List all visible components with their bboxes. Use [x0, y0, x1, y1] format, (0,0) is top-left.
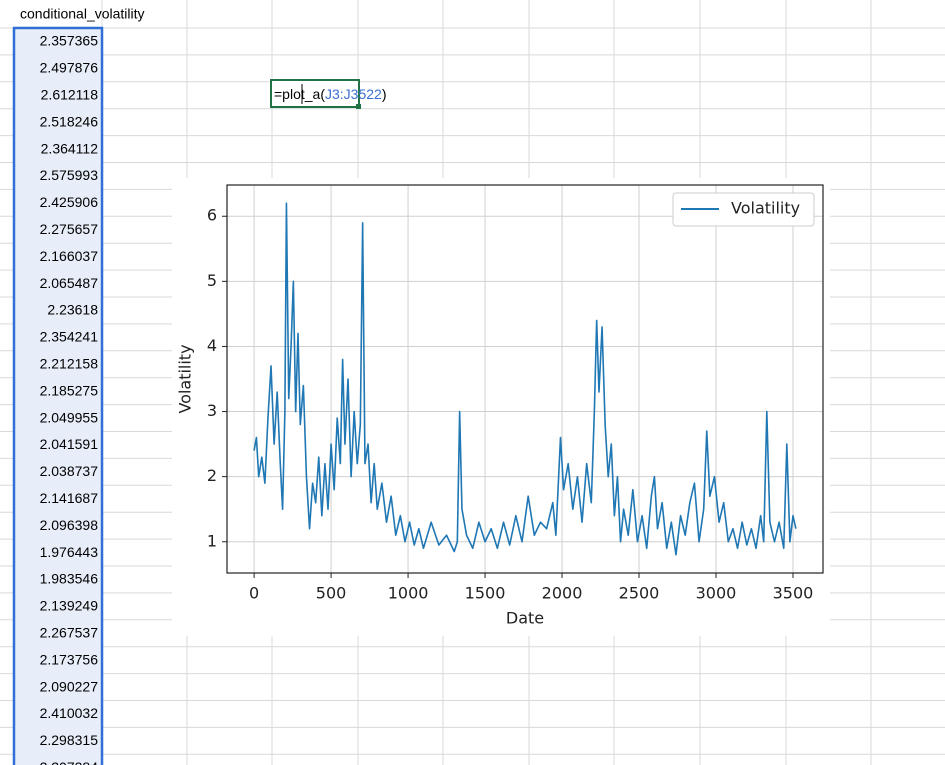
y-tick-label: 1: [207, 531, 217, 550]
cell-value: 2.275657: [40, 221, 99, 237]
formula-suffix: ): [382, 86, 387, 102]
cell-value: 2.090227: [40, 678, 99, 694]
cell-value: 1.983546: [40, 571, 99, 587]
cell-value: 2.049955: [40, 409, 99, 425]
y-tick-label: 4: [207, 336, 217, 355]
cell-value: 2.141687: [40, 490, 99, 506]
cell-value: 2.518246: [40, 113, 99, 129]
cell-value: 2.410032: [40, 705, 99, 721]
y-tick-label: 3: [207, 401, 217, 420]
cell-value: 1.976443: [40, 544, 99, 560]
cell-value: 2.038737: [40, 463, 99, 479]
cell-value: 2.575993: [40, 167, 99, 183]
plot-frame: [226, 184, 824, 574]
selection-border: [12, 26, 104, 765]
x-axis-label: Date: [506, 609, 544, 628]
cell-value: 2.298315: [40, 732, 99, 748]
chart: 0 500 1000 1500 2000 2500 3000 3500 1 2 3 4 5 6 Date Vo…: [172, 178, 830, 636]
cell-value: 2.23618: [47, 302, 98, 318]
fill-handle[interactable]: [356, 104, 361, 109]
formula-range: J3:J3522: [325, 86, 382, 102]
data-line: [253, 202, 797, 556]
chart-background: [172, 178, 830, 636]
cell-value: 2.166037: [40, 248, 99, 264]
x-tick-label: 1000: [388, 584, 429, 603]
legend-box: [672, 192, 815, 227]
cell-value: 2.139249: [40, 598, 99, 614]
cell-value: 2.364112: [41, 140, 99, 156]
legend-label: Volatility: [731, 199, 800, 218]
x-tick-label: 0: [249, 584, 259, 603]
y-tick-label: 6: [207, 206, 217, 225]
y-tick-label: 5: [207, 271, 217, 290]
cell-value: 2.357365: [40, 33, 99, 49]
cell-value: 2.041591: [40, 436, 99, 452]
x-tick-label: 3500: [773, 584, 814, 603]
cell-value: 2.065487: [40, 275, 99, 291]
selected-range: [14, 28, 102, 765]
active-cell[interactable]: [270, 79, 360, 108]
cell-value: 2.173756: [40, 651, 99, 667]
y-axis-label: Volatility: [176, 344, 195, 413]
y-tick-label: 2: [207, 466, 217, 485]
cell-value: 2.425906: [40, 194, 99, 210]
formula-prefix: =plot_a(: [274, 86, 325, 102]
cell-value: 2.212158: [40, 356, 99, 372]
cell-value: 2.267537: [40, 625, 99, 641]
cell-value: 2.207384: [40, 759, 99, 765]
x-tick-label: 2000: [542, 584, 583, 603]
cell-value: 2.612118: [41, 87, 99, 103]
x-tick-label: 500: [316, 584, 347, 603]
cell-value: 2.354241: [40, 329, 99, 345]
column-values: 2.357365 2.497876 2.612118 2.518246 2.364112…: [40, 33, 99, 765]
x-tick-label: 3000: [696, 584, 737, 603]
cell-value: 2.096398: [40, 517, 99, 533]
x-tick-label: 2500: [619, 584, 660, 603]
x-tick-label: 1500: [465, 584, 506, 603]
column-header: conditional_volatility: [20, 6, 145, 22]
cell-value: 2.185275: [40, 382, 99, 398]
formula: =plot_a(J3:J3522): [274, 86, 386, 102]
cell-value: 2.497876: [40, 60, 99, 76]
